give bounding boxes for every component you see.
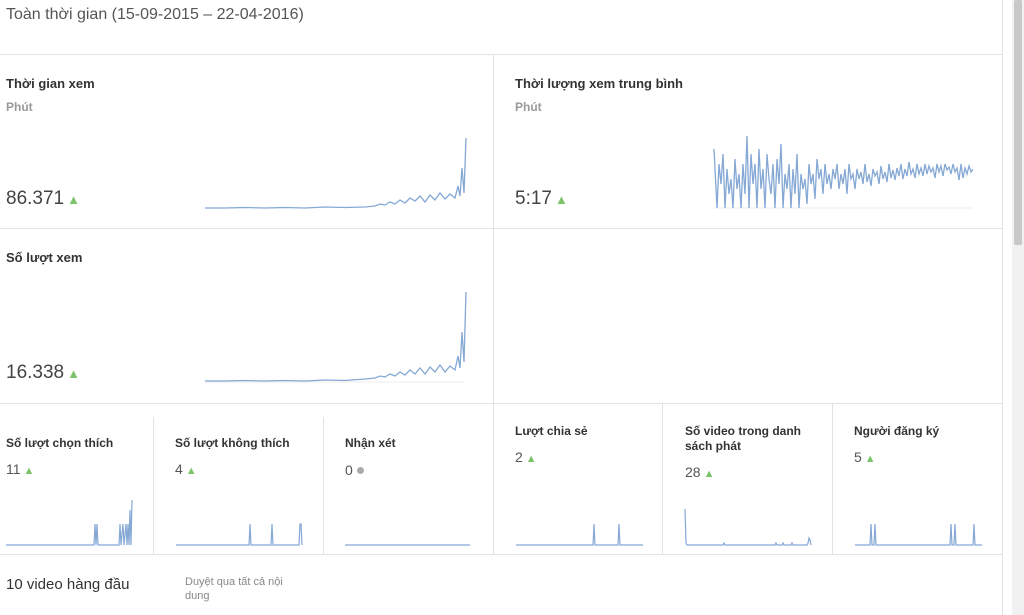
subscribers-title: Người đăng ký	[854, 424, 940, 438]
likes-sparkline	[6, 499, 133, 546]
trend-up-icon: ▲	[23, 465, 35, 477]
divider-mini-5	[832, 403, 833, 554]
date-range-label: Toàn thời gian (15-09-2015 – 22-04-2016)	[6, 6, 304, 23]
playlist-videos-value: 28	[685, 464, 701, 480]
trend-up-icon: ▲	[185, 465, 197, 477]
divider-right	[1002, 0, 1003, 615]
comments-sparkline	[345, 544, 470, 546]
browse-all-link[interactable]: Duyệt qua tất cả nội dung	[185, 576, 283, 602]
views-sparkline	[205, 291, 467, 383]
divider-top	[0, 54, 1002, 55]
views-title: Số lượt xem	[6, 250, 83, 265]
top-videos-title: 10 video hàng đầu	[6, 576, 130, 593]
views-value: 16.338	[6, 362, 65, 383]
watch-time-title: Thời gian xem	[6, 76, 95, 91]
divider-mini-2	[323, 417, 324, 554]
watch-time-subtitle: Phút	[6, 100, 33, 114]
watch-time-value: 86.371	[6, 188, 65, 209]
avg-duration-title: Thời lượng xem trung bình	[515, 76, 683, 91]
dislikes-title: Số lượt không thích	[175, 436, 290, 450]
avg-duration-subtitle: Phút	[515, 100, 542, 114]
trend-up-icon: ▲	[525, 453, 537, 465]
likes-title: Số lượt chọn thích	[6, 436, 114, 450]
dislikes-sparkline	[176, 523, 303, 546]
shares-value: 2	[515, 449, 523, 465]
likes-value: 11	[6, 461, 21, 477]
comments-title: Nhận xét	[345, 436, 396, 450]
trend-up-icon: ▲	[864, 453, 876, 465]
trend-up-icon: ▲	[67, 192, 80, 207]
scrollbar-thumb[interactable]	[1014, 0, 1022, 245]
divider-col	[493, 54, 494, 554]
subscribers-value: 5	[854, 449, 862, 465]
shares-sparkline	[516, 523, 643, 546]
divider-mini-4	[662, 403, 663, 554]
playlist-videos-title: Số video trong danh sách phát	[685, 424, 801, 453]
divider-mini	[0, 403, 1002, 404]
divider-mid	[0, 228, 1002, 229]
playlist-videos-sparkline	[684, 508, 812, 546]
trend-up-icon: ▲	[703, 468, 715, 480]
avg-duration-sparkline	[713, 135, 974, 209]
shares-title: Lượt chia sẻ	[515, 424, 588, 438]
divider-bottom	[0, 554, 1002, 555]
subscribers-sparkline	[855, 523, 982, 546]
comments-value: 0	[345, 462, 353, 478]
trend-up-icon: ▲	[554, 192, 568, 207]
neutral-dot-icon	[356, 467, 364, 475]
divider-mini-1	[153, 417, 154, 554]
watch-time-sparkline	[205, 137, 467, 209]
avg-duration-value: 5:17	[515, 188, 552, 209]
trend-up-icon: ▲	[67, 366, 80, 381]
dislikes-value: 4	[175, 461, 183, 477]
